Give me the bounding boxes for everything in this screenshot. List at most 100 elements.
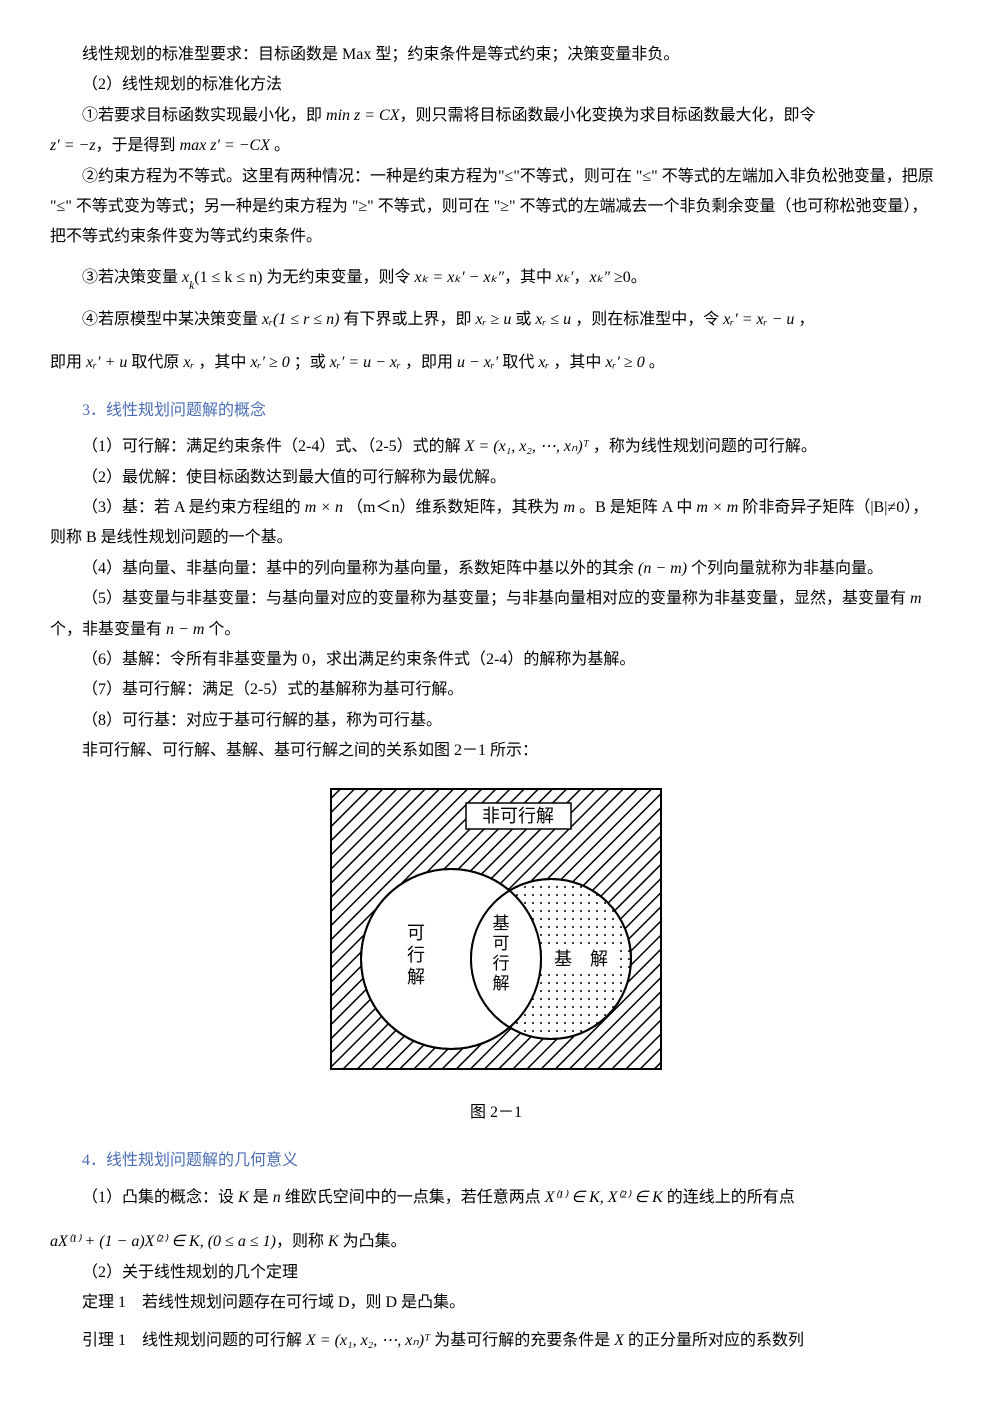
heading-3: 3．线性规划问题解的概念 [50,396,942,426]
t: 的正分量所对应的系数列 [624,1332,804,1349]
t: ，则称 [276,1233,328,1250]
t: 为凸集。 [339,1233,407,1250]
text-feasible: （1）可行解：满足约束条件（2-4）式、（2-5）式的解 X = (x₁, x₂… [50,432,942,462]
label-feasible-3: 解 [407,967,425,987]
t: ，于是得到 [96,137,180,154]
m: xᵣ [538,354,549,371]
text-bfs: （7）基可行解：满足（2-5）式的基解称为基可行解。 [50,675,942,705]
t: ， [573,269,589,286]
t: 。B 是矩阵 A 中 [575,499,696,516]
t: 取代 [498,354,538,371]
t: ④若原模型中某决策变量 [82,311,262,328]
text-standardization: （2）线性规划的标准化方法 [50,70,942,100]
t: ，称为线性规划问题的可行解。 [589,438,817,455]
m: xᵣ ≥ u [476,311,512,328]
text-rule3: ③若决策变量 xk(1 ≤ k ≤ n) 为无约束变量，则令 xₖ = xₖ′ … [50,263,942,293]
text-relation: 非可行解、可行解、基解、基可行解之间的关系如图 2－1 所示： [50,736,942,766]
t: 引理 1 线性规划问题的可行解 [82,1332,306,1349]
text-rule2: ②约束方程为不等式。这里有两种情况：一种是约束方程为"≤"不等式，则可在 "≤"… [50,162,942,253]
m: u − xᵣ′ [457,354,498,371]
t: 为基可行解的充要条件是 [430,1332,614,1349]
t: （1）可行解：满足约束条件（2-4）式、（2-5）式的解 [82,438,465,455]
t: 有下界或上界，即 [340,311,476,328]
m: xₖ″ [589,269,610,286]
m: (n − m) [638,560,687,577]
m: aX⁽¹⁾ + (1 − a)X⁽²⁾ ∈ K, (0 ≤ a ≤ 1) [50,1233,276,1250]
text-theorem1: 定理 1 若线性规划问题存在可行域 D，则 D 是凸集。 [50,1288,942,1318]
t: ①若要求目标函数实现最小化，即 [82,107,326,124]
m: K [238,1189,249,1206]
text-rule4: ④若原模型中某决策变量 xᵣ(1 ≤ r ≤ n) 有下界或上界，即 xᵣ ≥ … [50,305,942,335]
t: 是 [249,1189,273,1206]
label-infeasible: 非可行解 [482,806,554,826]
m: xₖ′ [556,269,573,286]
m: m [564,499,576,516]
t: (1 ≤ k ≤ n) [194,269,262,286]
t: ，则在标准型中，令 [571,311,723,328]
venn-diagram: 非可行解 可 行 解 基 可 行 解 基 解 [321,779,671,1079]
t: （4）基向量、非基向量：基中的列向量称为基向量，系数矩阵中基以外的其余 [82,560,638,577]
m: xk(1 ≤ k ≤ n) [182,269,262,286]
m: xᵣ′ ≥ 0 [250,354,289,371]
text-convex: （1）凸集的概念：设 K 是 n 维欧氏空间中的一点集，若任意两点 X⁽¹⁾ ∈… [50,1183,942,1213]
t: （m＜n）维系数矩阵，其秩为 [343,499,563,516]
m: xₖ = xₖ′ − xₖ″ [414,269,504,286]
m: n [273,1189,281,1206]
label-basic: 基 解 [554,949,608,969]
math-zprime: z′ = −z [50,137,96,154]
t: ，其中 [504,269,556,286]
t: ，则只需将目标函数最小化变换为求目标函数最大化，即令 [399,107,815,124]
t: 维欧氏空间中的一点集，若任意两点 [281,1189,545,1206]
label-bfs-1: 基 [493,914,510,933]
m: xᵣ [183,354,194,371]
text-standard-form: 线性规划的标准型要求：目标函数是 Max 型；约束条件是等式约束；决策变量非负。 [50,40,942,70]
t: 或 [511,311,535,328]
m: X = (x₁, x₂, ⋯, xₙ)ᵀ [465,438,589,455]
t: 为无约束变量，则令 [262,269,414,286]
text-rule1: ①若要求目标函数实现最小化，即 min z = CX，则只需将目标函数最小化变换… [50,101,942,131]
m: m × m [696,499,738,516]
text-convex-formula: aX⁽¹⁾ + (1 − a)X⁽²⁾ ∈ K, (0 ≤ a ≤ 1)，则称 … [50,1227,942,1257]
m: xᵣ′ + u [86,354,127,371]
t: 个。 [204,621,240,638]
t: 个，非基变量有 [50,621,166,638]
t: 即用 [50,354,86,371]
t: 个列向量就称为非基向量。 [687,560,883,577]
m: n − m [166,621,204,638]
m: X = (x₁, x₂, ⋯, xₙ)ᵀ [306,1332,430,1349]
label-bfs-4: 解 [493,974,510,993]
text-feasible-basis: （8）可行基：对应于基可行解的基，称为可行基。 [50,706,942,736]
m: xᵣ ≤ u [535,311,571,328]
text-basis: （3）基：若 A 是约束方程组的 m × n （m＜n）维系数矩阵，其秩为 m … [50,493,942,554]
t: k [189,280,194,292]
t: 。 [645,354,665,371]
label-feasible-2: 行 [407,945,425,965]
label-bfs-3: 行 [493,954,510,973]
m: xᵣ′ ≥ 0 [605,354,644,371]
t: 的连线上的所有点 [663,1189,795,1206]
math-max: max z′ = −CX [180,137,270,154]
t: 取代原 [127,354,183,371]
t: ③若决策变量 [82,269,182,286]
t: ，即用 [401,354,457,371]
figure-caption: 图 2－1 [50,1098,942,1128]
m: xᵣ′ = xᵣ − u [723,311,794,328]
text-lemma1: 引理 1 线性规划问题的可行解 X = (x₁, x₂, ⋯, xₙ)ᵀ 为基可… [50,1326,942,1356]
text-basis-var: （5）基变量与非基变量：与基向量对应的变量称为基变量；与非基向量相对应的变量称为… [50,584,942,645]
t: ≥0。 [610,269,647,286]
t: ， [794,311,814,328]
text-rule4-cont: 即用 xᵣ′ + u 取代原 xᵣ ，其中 xᵣ′ ≥ 0 ；或 xᵣ′ = u… [50,348,942,378]
t: （5）基变量与非基变量：与基向量对应的变量称为基变量；与非基向量相对应的变量称为… [82,590,910,607]
text-rule1-cont: z′ = −z，于是得到 max z′ = −CX 。 [50,131,942,161]
text-optimal: （2）最优解：使目标函数达到最大值的可行解称为最优解。 [50,463,942,493]
text-basic-solution: （6）基解：令所有非基变量为 0，求出满足约束条件式（2-4）的解称为基解。 [50,645,942,675]
t: ，其中 [194,354,250,371]
m: X [614,1332,624,1349]
t: 。 [270,137,290,154]
text-theorems: （2）关于线性规划的几个定理 [50,1258,942,1288]
math-min: min z = CX [326,107,399,124]
t: ，其中 [549,354,605,371]
m: m [910,590,922,607]
label-feasible-1: 可 [407,923,425,943]
text-basis-vector: （4）基向量、非基向量：基中的列向量称为基向量，系数矩阵中基以外的其余 (n −… [50,554,942,584]
